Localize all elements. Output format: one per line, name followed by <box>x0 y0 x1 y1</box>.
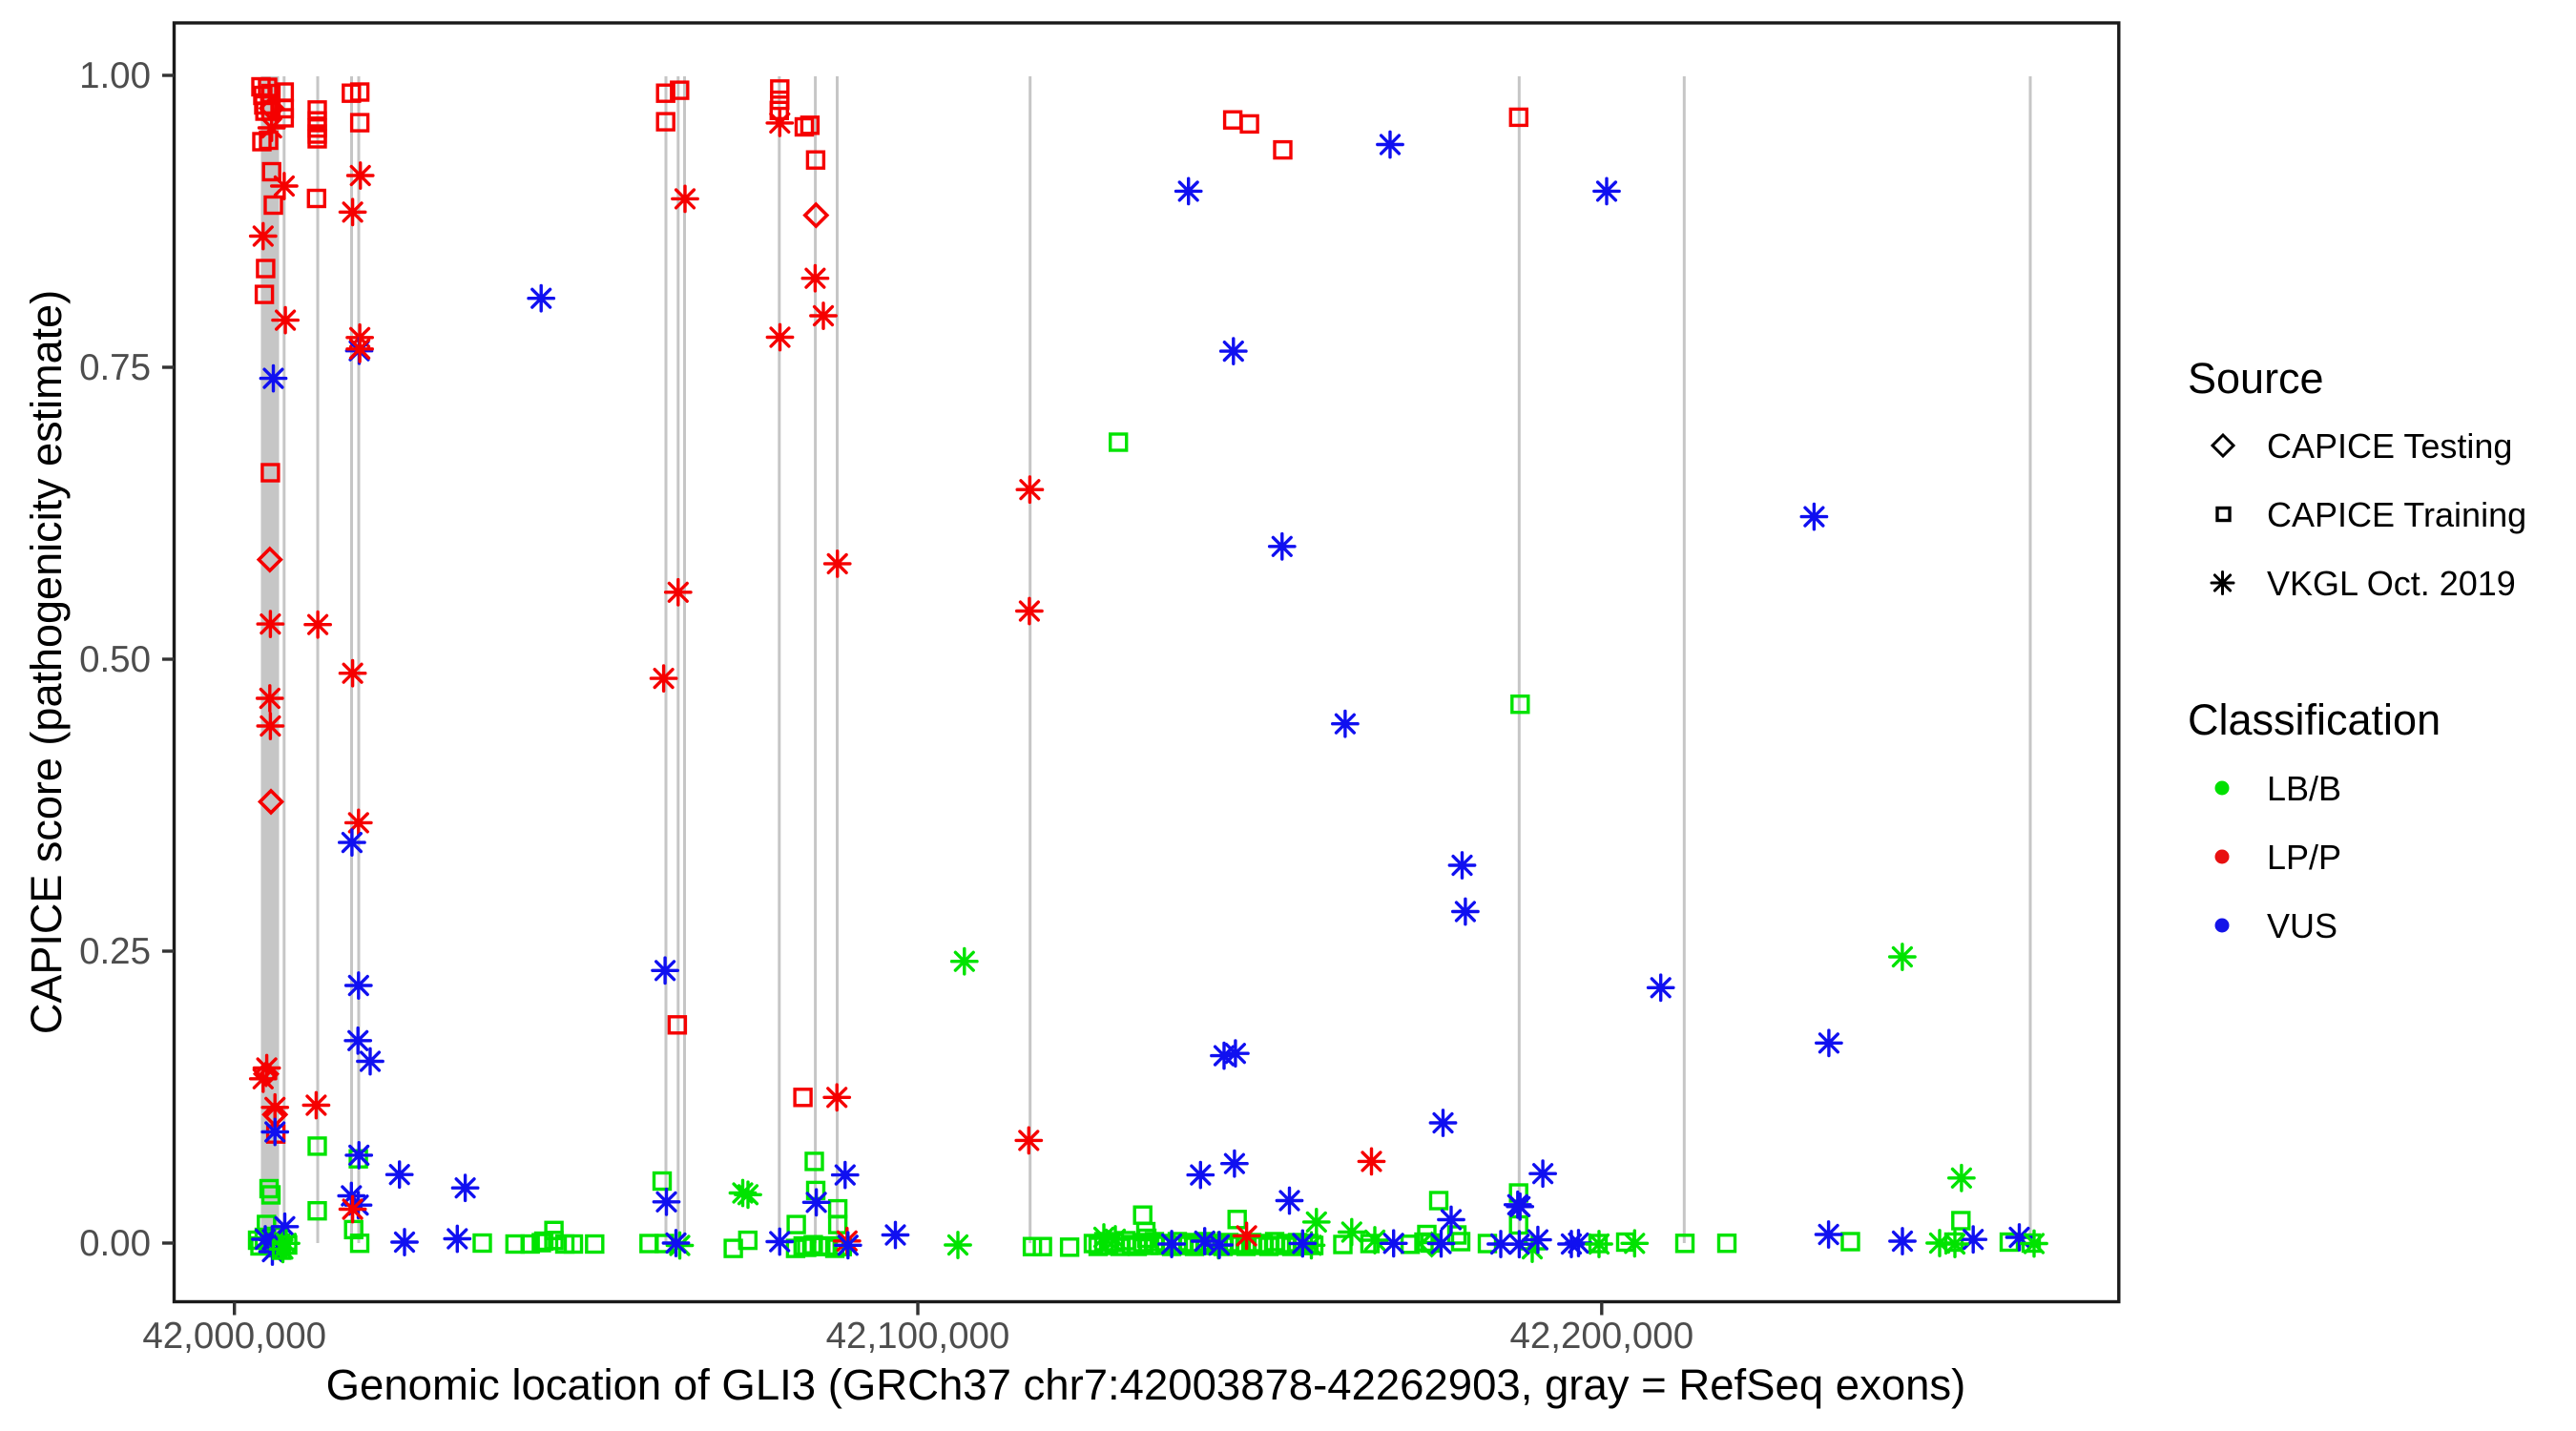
svg-text:0.25: 0.25 <box>79 931 151 972</box>
svg-text:0.00: 0.00 <box>79 1223 151 1264</box>
svg-text:VUS: VUS <box>2267 906 2337 945</box>
svg-text:42,000,000: 42,000,000 <box>142 1316 326 1357</box>
svg-text:0.75: 0.75 <box>79 347 151 388</box>
svg-text:VKGL Oct. 2019: VKGL Oct. 2019 <box>2267 564 2516 603</box>
svg-text:42,100,000: 42,100,000 <box>826 1316 1010 1357</box>
svg-text:Source: Source <box>2188 354 2324 403</box>
svg-text:CAPICE score (pathogenicity es: CAPICE score (pathogenicity estimate) <box>22 290 71 1034</box>
svg-text:1.00: 1.00 <box>79 55 151 96</box>
svg-text:LB/B: LB/B <box>2267 769 2341 808</box>
svg-text:CAPICE Training: CAPICE Training <box>2267 495 2526 534</box>
svg-text:CAPICE Testing: CAPICE Testing <box>2267 426 2512 466</box>
svg-text:Genomic location of GLI3 (GRCh: Genomic location of GLI3 (GRCh37 chr7:42… <box>326 1360 1966 1409</box>
svg-text:42,200,000: 42,200,000 <box>1509 1316 1693 1357</box>
svg-text:Classification: Classification <box>2188 695 2441 744</box>
svg-text:LP/P: LP/P <box>2267 838 2341 877</box>
svg-text:0.50: 0.50 <box>79 639 151 680</box>
